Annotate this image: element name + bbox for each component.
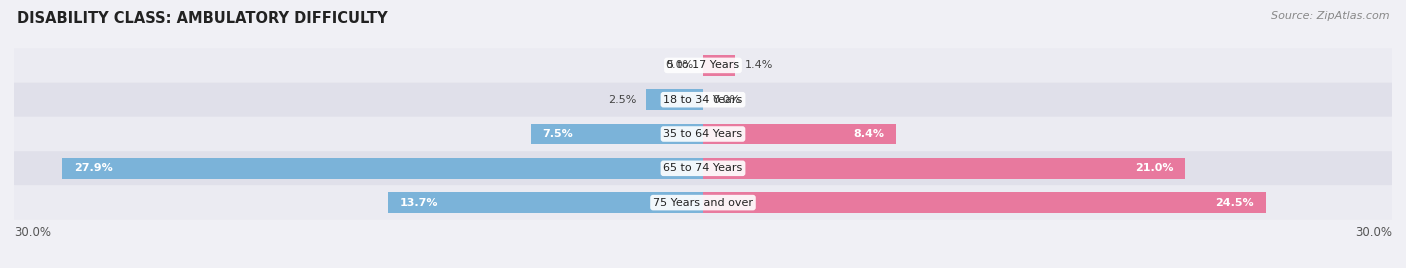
Text: 27.9%: 27.9%: [73, 163, 112, 173]
Text: 35 to 64 Years: 35 to 64 Years: [664, 129, 742, 139]
Text: 30.0%: 30.0%: [1355, 226, 1392, 239]
FancyBboxPatch shape: [14, 117, 1392, 151]
Bar: [62, 158, 703, 178]
FancyBboxPatch shape: [14, 83, 1392, 117]
Text: Source: ZipAtlas.com: Source: ZipAtlas.com: [1271, 11, 1389, 21]
Bar: [703, 192, 1265, 213]
Text: 8.4%: 8.4%: [853, 129, 884, 139]
Bar: [703, 55, 735, 76]
Text: DISABILITY CLASS: AMBULATORY DIFFICULTY: DISABILITY CLASS: AMBULATORY DIFFICULTY: [17, 11, 388, 26]
Text: 18 to 34 Years: 18 to 34 Years: [664, 95, 742, 105]
Bar: [703, 124, 896, 144]
Bar: [645, 90, 703, 110]
Text: 7.5%: 7.5%: [543, 129, 574, 139]
Text: 2.5%: 2.5%: [607, 95, 637, 105]
Text: 0.0%: 0.0%: [713, 95, 741, 105]
Text: 75 Years and over: 75 Years and over: [652, 198, 754, 208]
Text: 30.0%: 30.0%: [14, 226, 51, 239]
Text: 65 to 74 Years: 65 to 74 Years: [664, 163, 742, 173]
Text: 5 to 17 Years: 5 to 17 Years: [666, 60, 740, 70]
Text: 21.0%: 21.0%: [1135, 163, 1174, 173]
Text: 0.0%: 0.0%: [665, 60, 693, 70]
FancyBboxPatch shape: [14, 151, 1392, 185]
Bar: [388, 192, 703, 213]
Bar: [531, 124, 703, 144]
Bar: [703, 158, 1185, 178]
FancyBboxPatch shape: [14, 185, 1392, 220]
Text: 13.7%: 13.7%: [399, 198, 439, 208]
FancyBboxPatch shape: [14, 48, 1392, 83]
Text: 1.4%: 1.4%: [744, 60, 773, 70]
Text: 24.5%: 24.5%: [1216, 198, 1254, 208]
